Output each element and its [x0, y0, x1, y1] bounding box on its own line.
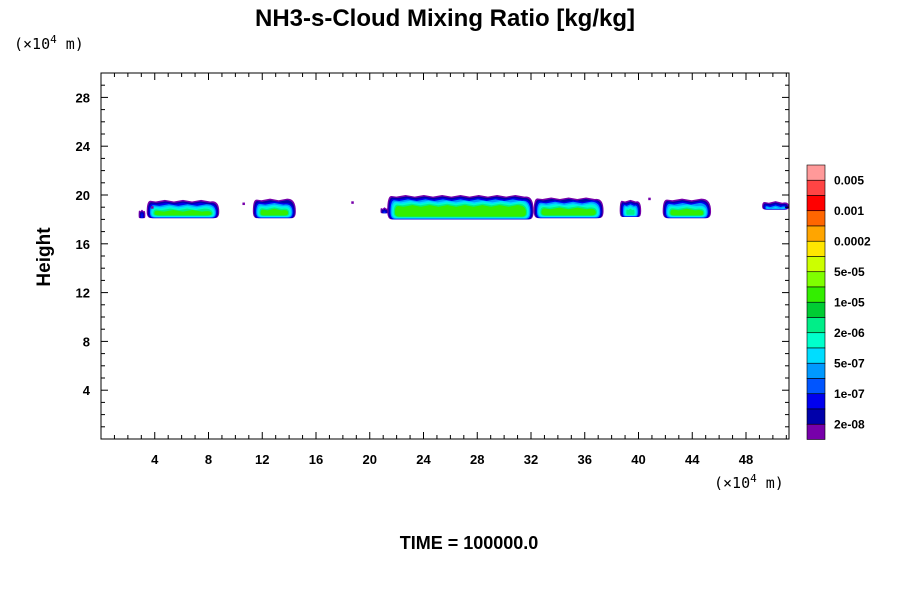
x-tick-label: 8: [205, 452, 212, 467]
cloud-cell: [662, 198, 712, 219]
colorbar-swatch: [806, 301, 826, 318]
y-tick-label: 8: [83, 334, 90, 349]
x-unit-suffix: m): [757, 474, 784, 492]
cloud-band: [626, 208, 635, 215]
colorbar-swatch: [806, 347, 826, 364]
cloud-speck: [242, 202, 245, 206]
cloud-speck: [351, 201, 354, 204]
x-tick-label: 12: [255, 452, 269, 467]
colorbar: 0.005 0.001 0.0002 5e-05 1e-05 2e-06 5e-07 1e-0…: [806, 164, 871, 440]
cloud-band: [261, 210, 287, 216]
colorbar-label: 2e-08: [834, 417, 865, 431]
cloud-cell: [138, 209, 146, 219]
y-tick-label: 24: [76, 139, 91, 154]
cloud-band: [383, 211, 386, 214]
colorbar-label: 1e-05: [834, 295, 865, 309]
y-tick-label: 12: [76, 286, 90, 301]
cloud-band: [542, 208, 595, 216]
x-tick-label: 44: [685, 452, 700, 467]
y-unit-exponent: 4: [50, 33, 57, 46]
cloud-speck: [151, 206, 154, 209]
x-tick-label: 40: [631, 452, 645, 467]
colorbar-swatch: [806, 393, 826, 410]
colorbar-swatch: [806, 423, 826, 440]
colorbar-swatch: [806, 210, 826, 227]
colorbar-label: 0.005: [834, 173, 864, 187]
y-tick-label: 16: [76, 237, 90, 252]
x-tick-label: 24: [416, 452, 431, 467]
colorbar-swatch: [806, 286, 826, 303]
cloud-field: [138, 195, 789, 220]
y-tick-label: 28: [76, 90, 90, 105]
cloud-speck: [648, 197, 651, 201]
cloud-cell: [533, 197, 604, 219]
x-tick-label: 32: [524, 452, 538, 467]
y-tick-label: 20: [76, 188, 90, 203]
x-unit-label: (×104 m): [714, 472, 784, 492]
x-tick-label: 20: [363, 452, 377, 467]
time-label: TIME = 100000.0: [400, 533, 539, 553]
y-unit-suffix: m): [57, 35, 84, 53]
y-tick-label: 4: [83, 383, 91, 398]
colorbar-swatch: [806, 362, 826, 379]
y-axis-label: Height: [34, 227, 55, 287]
colorbar-swatch: [806, 408, 826, 425]
colorbar-swatch: [806, 256, 826, 273]
colorbar-swatch: [806, 164, 826, 181]
cloud-band: [396, 206, 525, 217]
cloud-cell: [252, 198, 296, 219]
cloud-cell: [380, 207, 389, 214]
x-axis-ticks: 4 8 12 16 20 24 28 32 36 40 44 48: [113, 73, 787, 467]
colorbar-label: 0.001: [834, 204, 864, 218]
colorbar-label: 1e-07: [834, 387, 865, 401]
colorbar-swatch: [806, 271, 826, 288]
cloud-band: [766, 206, 785, 209]
y-unit-prefix: (×10: [14, 35, 50, 53]
colorbar-swatch: [806, 225, 826, 242]
plot-frame: [100, 72, 790, 440]
colorbar-swatch: [806, 240, 826, 257]
cloud-cell: [387, 195, 534, 220]
cloud-cell: [146, 199, 220, 219]
chart-title: NH3-s-Cloud Mixing Ratio [kg/kg]: [255, 5, 635, 32]
cloud-band: [155, 211, 211, 216]
colorbar-swatch: [806, 317, 826, 334]
x-unit-prefix: (×10: [714, 474, 750, 492]
colorbar-label: 5e-07: [834, 356, 865, 370]
colorbar-label: 0.0002: [834, 234, 871, 248]
x-tick-label: 4: [151, 452, 159, 467]
colorbar-swatch: [806, 378, 826, 395]
cloud-cell: [619, 199, 642, 217]
x-tick-label: 36: [578, 452, 592, 467]
x-tick-label: 48: [739, 452, 753, 467]
x-tick-label: 16: [309, 452, 323, 467]
colorbar-swatch: [806, 332, 826, 349]
y-unit-label: (×104 m): [14, 33, 84, 53]
cloud-band: [671, 210, 703, 216]
y-axis-ticks: 4 8 12 16 20 24 28: [76, 84, 789, 428]
colorbar-label: 5e-05: [834, 265, 865, 279]
cloud-cell: [762, 201, 789, 210]
x-tick-label: 28: [470, 452, 484, 467]
colorbar-label: 2e-06: [834, 326, 865, 340]
colorbar-swatch: [806, 195, 826, 212]
x-unit-exponent: 4: [750, 472, 757, 485]
colorbar-swatch: [806, 179, 826, 196]
